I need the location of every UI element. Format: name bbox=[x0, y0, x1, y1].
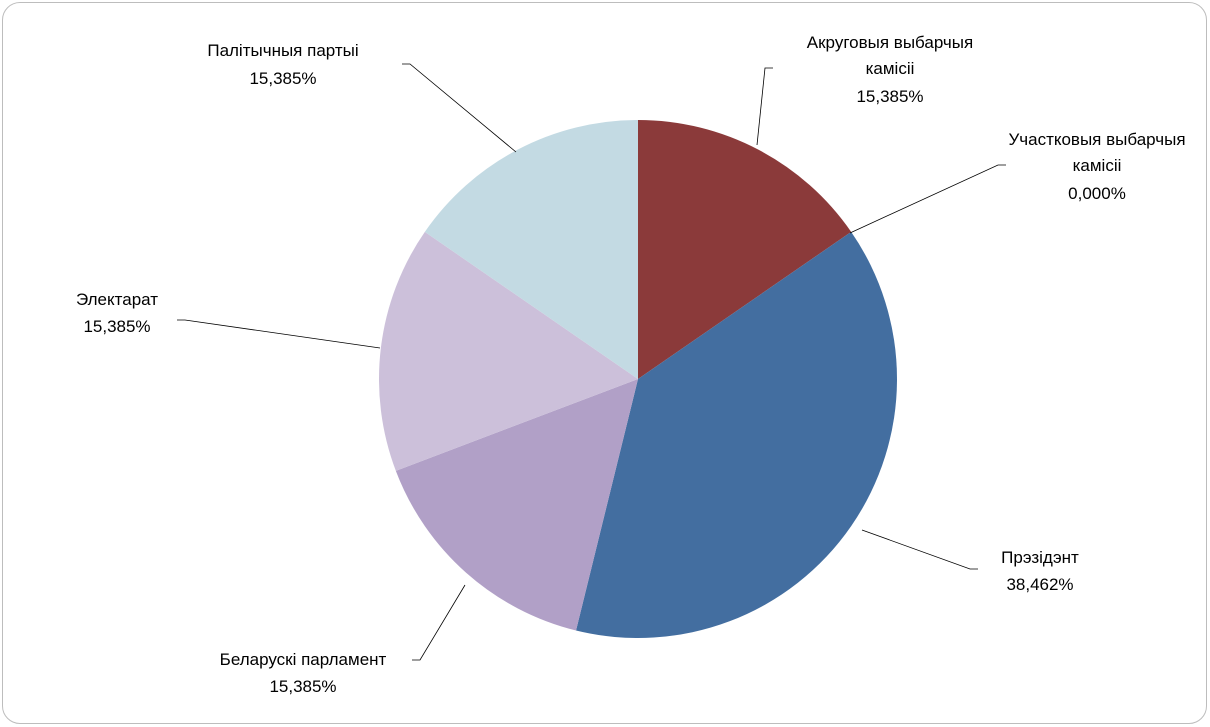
pie-slice-3 bbox=[576, 231, 897, 638]
slice-value-label-1: 15,385% bbox=[856, 87, 923, 106]
slice-label-2: камісіі bbox=[1073, 156, 1122, 175]
slice-value-label-5: 15,385% bbox=[83, 317, 150, 336]
slice-label-1: Акруговыя выбарчыя bbox=[807, 33, 973, 52]
leader-line-6 bbox=[402, 63, 517, 153]
slice-label-5: Электарат bbox=[76, 290, 158, 309]
slice-value-label-6: 15,385% bbox=[249, 69, 316, 88]
slice-value-label-4: 15,385% bbox=[269, 677, 336, 696]
slice-value-label-2: 0,000% bbox=[1068, 184, 1126, 203]
slice-label-4: Беларускі парламент bbox=[220, 650, 387, 669]
leader-line-3 bbox=[861, 529, 978, 570]
pie-slice-5 bbox=[379, 231, 638, 471]
leader-line-4 bbox=[412, 584, 466, 661]
slice-value-label-3: 38,462% bbox=[1006, 575, 1073, 594]
leader-line-2 bbox=[849, 164, 1006, 234]
leader-line-1 bbox=[756, 67, 773, 146]
slice-label-3: Прэзідэнт bbox=[1001, 548, 1079, 567]
slice-label-2: Участковыя выбарчыя bbox=[1008, 130, 1185, 149]
slice-label-1: камісіі bbox=[866, 59, 915, 78]
slice-label-6: Палітычныя партыі bbox=[207, 41, 358, 60]
leader-line-5 bbox=[177, 319, 381, 349]
pie-slice-6 bbox=[424, 120, 638, 379]
pie-slice-1 bbox=[638, 120, 852, 379]
pie-slice-4 bbox=[395, 379, 638, 631]
